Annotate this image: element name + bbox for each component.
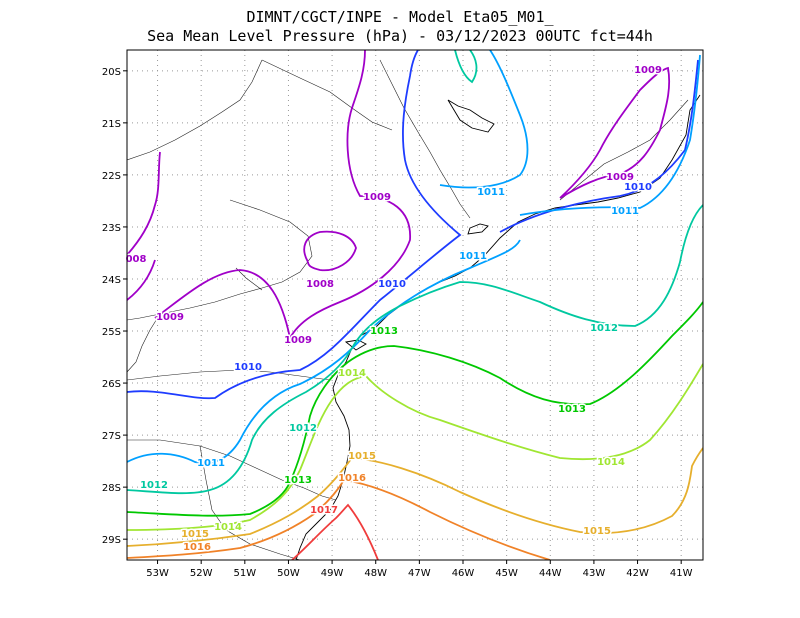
- isobar-label: 1012: [140, 480, 168, 491]
- x-tick-label: 48W: [364, 568, 387, 579]
- isobar-label: 1011: [197, 458, 225, 469]
- isobar-label: 1012: [289, 423, 317, 434]
- y-tick-label: 23S: [102, 223, 121, 234]
- x-tick-label: 52W: [190, 568, 213, 579]
- isobar-label: 1009: [634, 65, 662, 76]
- isobar-1015: [127, 447, 703, 547]
- x-tick-label: 44W: [539, 568, 562, 579]
- y-tick-label: 20S: [102, 67, 121, 78]
- isobar-label: 1011: [611, 206, 639, 217]
- isobar-label: 1008: [306, 279, 334, 290]
- isobar-label: 008: [126, 254, 147, 265]
- chart-subtitle: Sea Mean Level Pressure (hPa) - 03/12/20…: [147, 27, 653, 45]
- isobar-1010: [127, 50, 462, 400]
- isobar-label: 1014: [597, 457, 625, 468]
- isobar-label: 1013: [558, 404, 586, 415]
- isobar-label: 1015: [181, 529, 209, 540]
- x-tick-label: 45W: [495, 568, 518, 579]
- isobar-label: 1010: [234, 362, 262, 373]
- y-tick-label: 28S: [102, 483, 121, 494]
- isobar-label: 1013: [370, 326, 398, 337]
- isobar-1011: [127, 239, 521, 464]
- isobar-1008: [127, 151, 161, 256]
- isobar-label: 1011: [459, 251, 487, 262]
- x-tick-label: 51W: [234, 568, 257, 579]
- isobar-1012: [454, 50, 478, 84]
- coastline: [295, 94, 701, 560]
- x-tick-label: 41W: [670, 568, 693, 579]
- x-tick-label: 43W: [583, 568, 606, 579]
- isobar-1011: [519, 54, 701, 216]
- isobar-label: 1012: [590, 323, 618, 334]
- isobar-labels: 1009 1009 1009 1009 1009 1008 008 1010 1010 1010 1…: [124, 64, 663, 555]
- state-borders: [127, 59, 689, 560]
- y-tick-label: 24S: [102, 275, 121, 286]
- isobar-1014: [127, 363, 703, 531]
- y-tick-label: 22S: [102, 171, 121, 182]
- isobar-label: 1009: [606, 172, 634, 183]
- isobar-label: 1016: [183, 542, 211, 553]
- y-tick-label: 25S: [102, 327, 121, 338]
- isobar-1008: [303, 230, 357, 272]
- isobar-label: 1009: [284, 335, 312, 346]
- isobar-label: 1015: [348, 451, 376, 462]
- isobar-label: 1010: [624, 182, 652, 193]
- chart-title: DIMNT/CGCT/INPE - Model Eta05_M01_: [246, 8, 554, 26]
- isobars: [127, 50, 703, 560]
- isobar-label: 1009: [363, 192, 391, 203]
- isobar-1013: [127, 301, 703, 517]
- isobar-1009: [559, 66, 671, 199]
- isobar-label: 1014: [338, 368, 366, 379]
- isobar-1009: [127, 259, 156, 301]
- isobar-label: 1015: [583, 526, 611, 537]
- x-tick-label: 53W: [146, 568, 169, 579]
- isobar-1017: [291, 503, 379, 560]
- x-tick-label: 50W: [277, 568, 300, 579]
- isobar-label: 1009: [156, 312, 184, 323]
- isobar-label: 1010: [378, 279, 406, 290]
- isobar-label: 1017: [310, 505, 338, 516]
- axis-ticks: 53W 52W 51W 50W 49W 48W 47W 46W 45W 44W 43W 42W 41W 2…: [102, 67, 693, 579]
- x-tick-label: 49W: [321, 568, 344, 579]
- isobar-label: 1016: [338, 473, 366, 484]
- x-tick-label: 47W: [408, 568, 431, 579]
- y-tick-label: 29S: [102, 535, 121, 546]
- map-frame: [126, 49, 704, 561]
- x-tick-label: 42W: [626, 568, 649, 579]
- x-tick-label: 46W: [452, 568, 475, 579]
- isobar-label: 1011: [477, 187, 505, 198]
- y-tick-label: 26S: [102, 379, 121, 390]
- isobar-label: 1014: [214, 522, 242, 533]
- isobar-1009: [154, 50, 411, 341]
- y-tick-label: 21S: [102, 119, 121, 130]
- isobar-1012: [127, 204, 703, 495]
- y-tick-label: 27S: [102, 431, 121, 442]
- isobar-1011: [439, 50, 529, 189]
- isobar-label: 1013: [284, 475, 312, 486]
- isobar-1016: [127, 479, 551, 560]
